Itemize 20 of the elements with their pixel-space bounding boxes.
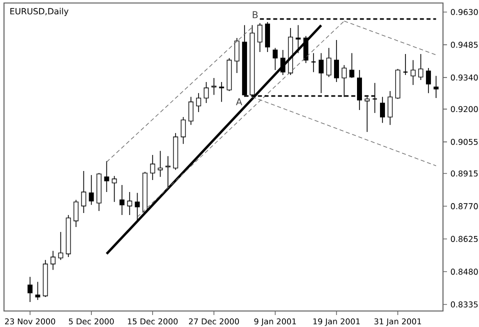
text: EURUSD,Daily [10,8,68,16]
y-tick-label: 0.9630 [450,9,478,16]
x-tick-label: 9 Jan 2001 [254,318,296,326]
x-tick-label: 27 Dec 2000 [188,318,239,324]
y-tick-label: 0.8335 [450,301,478,308]
x-tick-label: 15 Dec 2000 [128,318,178,324]
annotation: A [236,98,242,106]
x-tick-label: 31 Jan 2001 [374,318,422,326]
y-tick-label: 0.8480 [450,268,478,275]
y-tick-label: 0.9485 [450,42,478,48]
y-tick-label: 0.9055 [450,138,478,145]
y-tick-label: 0.8915 [450,170,478,176]
x-tick-label: 19 Jan 2001 [313,318,360,326]
y-tick-label: 0.8625 [450,236,478,242]
x-tick-label: 23 Nov 2000 [5,318,56,324]
y-tick-label: 0.9340 [450,74,478,81]
x-tick-label: 5 Dec 2000 [68,318,114,324]
y-tick-label: 0.9200 [450,106,478,112]
y-tick-label: 0.8770 [450,203,478,210]
annotation: B [252,11,258,18]
